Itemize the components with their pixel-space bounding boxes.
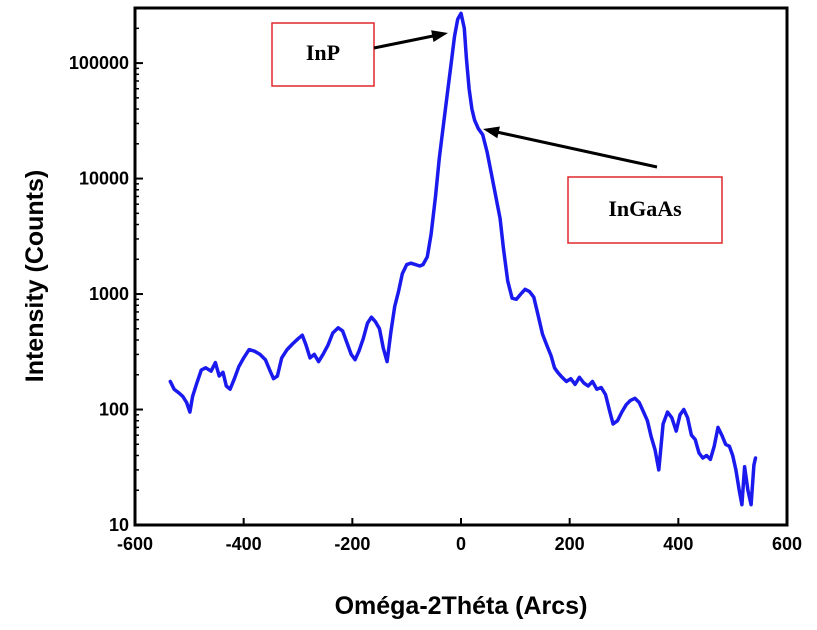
y-tick-label: 10000 <box>79 169 129 189</box>
y-tick-label: 100 <box>99 400 129 420</box>
annotation-inp: InP <box>271 22 448 87</box>
annotation-ingaas-arrow <box>496 130 658 169</box>
annotation-ingaas-arrowhead <box>483 126 500 139</box>
x-tick-label: 400 <box>663 534 693 554</box>
x-axis-ticks: -600 -400 -200 0 200 400 600 <box>117 518 802 554</box>
x-tick-label: 200 <box>555 534 585 554</box>
annotation-inp-label: InP <box>306 40 340 65</box>
series-line <box>168 11 758 507</box>
plot-frame <box>133 6 789 527</box>
annotation-ingaas-box <box>567 176 723 244</box>
annotation-inp-arrow <box>373 34 435 50</box>
annotation-ingaas: InGaAs <box>483 126 723 244</box>
x-tick-label: -200 <box>334 534 370 554</box>
x-tick-label: -400 <box>226 534 262 554</box>
y-axis-ticks: 10 100 1000 10000 100000 <box>69 7 143 535</box>
y-tick-label: 10 <box>109 515 129 535</box>
annotation-inp-box <box>271 22 375 87</box>
annotation-inp-arrowhead <box>431 30 448 43</box>
y-tick-label: 1000 <box>89 284 129 304</box>
y-tick-label: 100000 <box>69 53 129 73</box>
y-axis-title: Intensity (Counts) <box>21 170 49 383</box>
annotation-ingaas-label: InGaAs <box>608 196 682 221</box>
x-tick-label: 600 <box>772 534 802 554</box>
x-tick-label: -600 <box>117 534 153 554</box>
x-axis-title: Oméga-2Théta (Arcs) <box>335 592 588 620</box>
x-tick-label: 0 <box>456 534 466 554</box>
